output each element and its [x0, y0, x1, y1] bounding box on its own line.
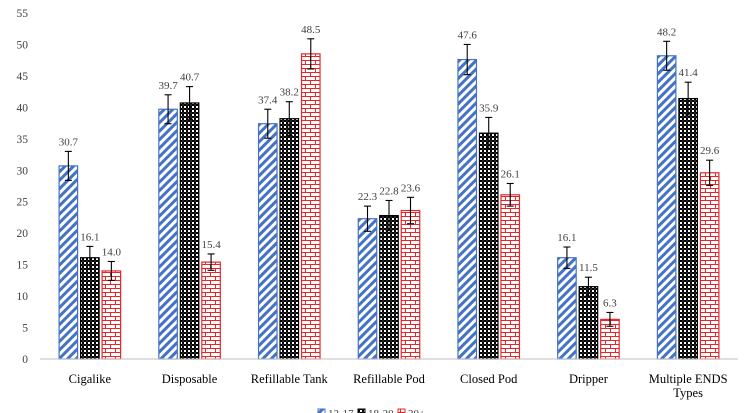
y-tick-label: 45	[17, 71, 29, 83]
legend-label: 18-20	[368, 408, 394, 413]
y-tick-label: 50	[17, 39, 29, 51]
data-label: 29.6	[700, 145, 720, 157]
legend-label: 12-17	[328, 408, 354, 413]
category-label: Refillable Pod	[353, 372, 426, 386]
data-label: 11.5	[579, 262, 598, 274]
y-tick-label: 40	[17, 102, 29, 114]
bar-18-20	[80, 257, 100, 360]
bar-18-20	[279, 118, 300, 360]
bar-18-20	[179, 102, 200, 360]
data-label: 30.7	[59, 136, 79, 148]
y-tick-label: 20	[17, 228, 29, 240]
data-label: 40.7	[180, 72, 200, 84]
data-label: 16.1	[557, 232, 576, 244]
y-axis: 0 5 10 15 20 25 30 35 40 45 50 55	[17, 8, 29, 366]
bar-12-17	[357, 218, 378, 360]
bar-12-17	[58, 165, 79, 360]
bar-12-17	[457, 58, 478, 360]
y-tick-label: 25	[17, 197, 29, 209]
data-label: 14.0	[102, 246, 122, 258]
y-tick-label: 0	[22, 354, 28, 366]
category-label: Dripper	[569, 372, 609, 386]
data-label: 35.9	[479, 102, 499, 114]
data-label: 22.8	[379, 185, 399, 197]
data-label: 23.6	[401, 182, 421, 194]
data-label: 16.1	[80, 231, 99, 243]
category-label: Multiple ENDS	[649, 372, 728, 386]
data-label: 48.2	[657, 26, 676, 38]
category-label: Disposable	[162, 372, 218, 386]
bar-20+	[400, 209, 421, 360]
data-label: 37.4	[258, 94, 278, 106]
y-tick-label: 35	[17, 134, 29, 146]
bars-layer	[58, 38, 720, 360]
data-label: 39.7	[158, 80, 178, 92]
bar-20+	[500, 194, 521, 360]
category-label: Refillable Tank	[251, 372, 329, 386]
bar-12-17	[158, 108, 178, 360]
bar-18-20	[678, 97, 698, 360]
data-label: 22.3	[358, 191, 378, 203]
legend-label: 20+	[408, 408, 425, 413]
legend: 12-17 18-20 20+	[317, 408, 425, 413]
bar-18-20	[578, 286, 599, 360]
legend-swatch	[397, 408, 406, 413]
data-label: 6.3	[603, 297, 617, 309]
category-label: Types	[673, 386, 703, 400]
bar-18-20	[379, 214, 399, 360]
bar-20+	[201, 261, 221, 360]
data-label: 38.2	[280, 87, 299, 99]
data-label: 48.5	[301, 24, 321, 36]
data-labels-layer: 30.716.114.039.740.715.437.438.248.522.3…	[59, 24, 720, 310]
y-tick-label: 10	[17, 291, 29, 303]
data-label: 15.4	[201, 239, 221, 251]
legend-swatch	[357, 408, 366, 413]
data-label: 41.4	[679, 67, 699, 79]
bar-20+	[101, 270, 122, 360]
y-tick-label: 15	[17, 260, 29, 272]
y-tick-label: 30	[17, 165, 29, 177]
bar-20+	[300, 53, 321, 360]
legend-swatch	[317, 408, 326, 413]
category-label: Cigalike	[69, 372, 112, 386]
y-tick-label: 5	[22, 323, 28, 335]
x-axis: Cigalike Disposable Refillable Tank Refilla…	[40, 358, 738, 400]
data-label: 47.6	[458, 29, 478, 41]
y-tick-label: 55	[17, 8, 29, 20]
bar-20+	[699, 172, 720, 360]
bar-12-17	[557, 257, 577, 360]
data-label: 26.1	[501, 168, 520, 180]
category-label: Closed Pod	[460, 372, 518, 386]
bar-18-20	[478, 132, 499, 360]
bar-12-17	[656, 55, 677, 360]
bar-12-17	[257, 123, 278, 360]
